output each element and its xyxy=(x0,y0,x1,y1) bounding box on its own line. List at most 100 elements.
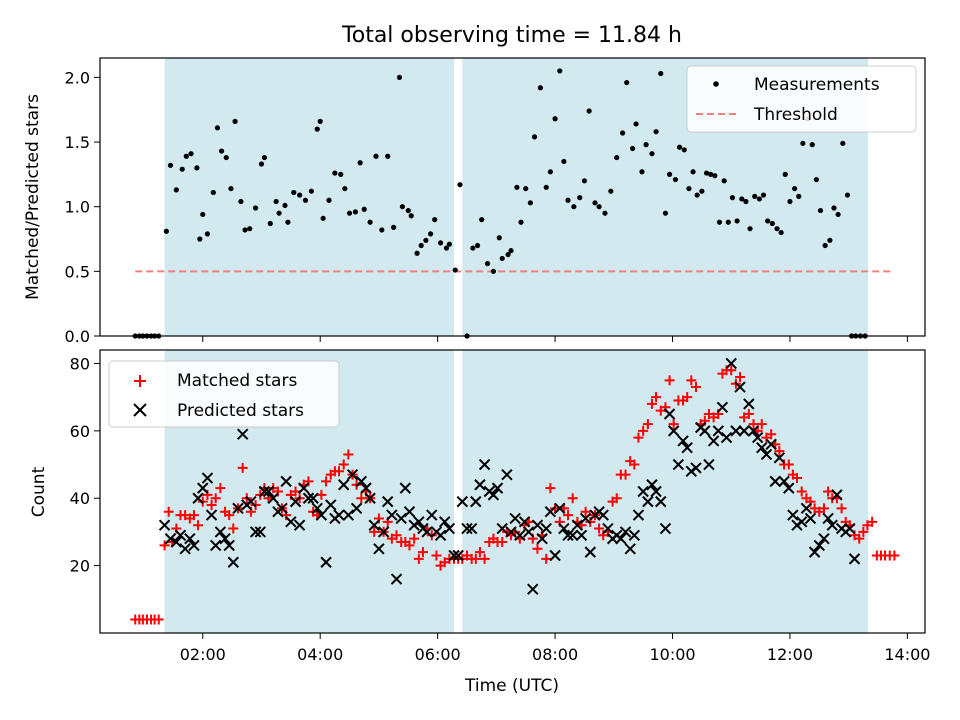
measurement-point xyxy=(531,134,538,140)
predicted-star-point xyxy=(386,509,398,521)
measurement-point xyxy=(514,184,520,190)
predicted-star-point xyxy=(262,485,275,498)
measurement-point xyxy=(427,231,434,237)
predicted-star-point xyxy=(813,539,826,552)
matched-star-point xyxy=(783,459,794,470)
predicted-star-point xyxy=(302,492,315,504)
predicted-star-point xyxy=(518,516,531,528)
measurement-point xyxy=(577,195,583,201)
measurement-point xyxy=(314,126,320,132)
xtick-label: 12:00 xyxy=(767,645,813,664)
measurement-point xyxy=(629,145,636,152)
predicted-star-point xyxy=(743,398,755,410)
bottom-panel: 20 40 60 80 02:00 04:00 06:00 08:00 10:00 12:00 14… xyxy=(29,349,930,696)
legend-measurements: Measurements xyxy=(754,75,880,95)
measurement-point xyxy=(204,231,211,237)
predicted-star-point xyxy=(844,522,856,535)
matched-star-point xyxy=(321,476,332,487)
predicted-star-point xyxy=(315,509,328,521)
measurement-point xyxy=(561,158,567,165)
matched-star-point xyxy=(356,493,367,504)
measurement-point xyxy=(267,220,273,227)
predicted-star-point xyxy=(655,495,667,508)
predicted-star-point xyxy=(619,526,632,538)
measurement-point xyxy=(571,204,577,210)
measurement-point xyxy=(326,197,332,203)
measurement-point xyxy=(639,169,645,175)
predicted-star-point xyxy=(421,526,433,538)
matched-star-point xyxy=(404,540,415,551)
xtick-label: 06:00 xyxy=(415,645,461,664)
bottom-legend: Matched stars Predicted stars xyxy=(108,360,340,428)
predicted-star-point xyxy=(642,495,654,508)
predicted-star-point xyxy=(747,425,760,437)
matched-star-point xyxy=(338,459,349,470)
legend-matched: Matched stars xyxy=(177,371,297,391)
measurement-point xyxy=(739,196,745,202)
measurement-point xyxy=(320,215,326,221)
measurement-point xyxy=(619,130,626,136)
measurement-point xyxy=(183,153,189,159)
matched-star-point xyxy=(867,516,878,527)
measurement-point xyxy=(813,176,819,183)
measurement-point xyxy=(446,241,452,247)
matched-star-point xyxy=(210,493,221,504)
measurement-point xyxy=(649,151,655,157)
measurement-point xyxy=(414,250,420,256)
predicted-star-point xyxy=(311,502,323,515)
measurement-point xyxy=(527,200,534,206)
xtick-label: 04:00 xyxy=(297,645,343,664)
matched-star-point xyxy=(651,392,662,403)
predicted-star-point xyxy=(232,502,244,515)
bottom-ytick-label: 60 xyxy=(70,422,90,441)
matched-star-point xyxy=(664,375,675,386)
predicted-star-point xyxy=(448,549,460,562)
predicted-star-point xyxy=(456,495,469,508)
matched-star-point xyxy=(642,419,653,430)
predicted-star-point xyxy=(756,441,768,454)
measurement-point xyxy=(357,160,363,166)
predicted-star-point xyxy=(205,509,218,521)
bottom-legend-box xyxy=(108,360,340,428)
measurement-point xyxy=(457,182,463,188)
measurement-point xyxy=(399,204,406,210)
predicted-star-point xyxy=(602,522,614,535)
predicted-star-point xyxy=(501,468,513,481)
predicted-star-point xyxy=(804,512,817,525)
predicted-star-point xyxy=(760,448,773,461)
measurement-point xyxy=(765,218,771,224)
measurement-point xyxy=(552,116,558,122)
measurement-point xyxy=(756,196,763,202)
predicted-star-point xyxy=(470,495,482,508)
predicted-star-point xyxy=(769,475,781,488)
predicted-star-point xyxy=(461,522,473,535)
predicted-star-point xyxy=(249,526,262,538)
predicted-star-point xyxy=(496,522,508,535)
matched-star-point xyxy=(431,550,442,561)
measurement-point xyxy=(232,118,238,124)
measurement-point xyxy=(831,205,837,211)
predicted-star-point xyxy=(267,492,279,504)
legend-predicted: Predicted stars xyxy=(177,401,304,421)
measurement-point xyxy=(721,178,727,184)
predicted-star-point xyxy=(597,509,609,521)
measurement-point xyxy=(694,192,700,198)
measurement-point xyxy=(565,197,571,203)
predicted-star-point xyxy=(637,485,649,498)
predicted-star-point xyxy=(390,573,403,585)
measurement-point xyxy=(734,218,740,224)
measurement-point xyxy=(662,210,669,216)
predicted-star-point xyxy=(579,512,592,525)
predicted-star-point xyxy=(808,546,821,558)
matched-star-point xyxy=(562,510,573,521)
predicted-star-point xyxy=(184,532,196,545)
measurement-point xyxy=(817,207,824,214)
predicted-legend-marker xyxy=(133,403,147,417)
measurement-point xyxy=(708,171,714,177)
measurement-point xyxy=(809,142,815,148)
predicted-star-point xyxy=(164,532,177,545)
measurement-point xyxy=(238,198,244,205)
measurement-point xyxy=(596,204,602,210)
top-ytick-label: 1.5 xyxy=(65,133,90,152)
matched-star-point xyxy=(316,489,327,500)
